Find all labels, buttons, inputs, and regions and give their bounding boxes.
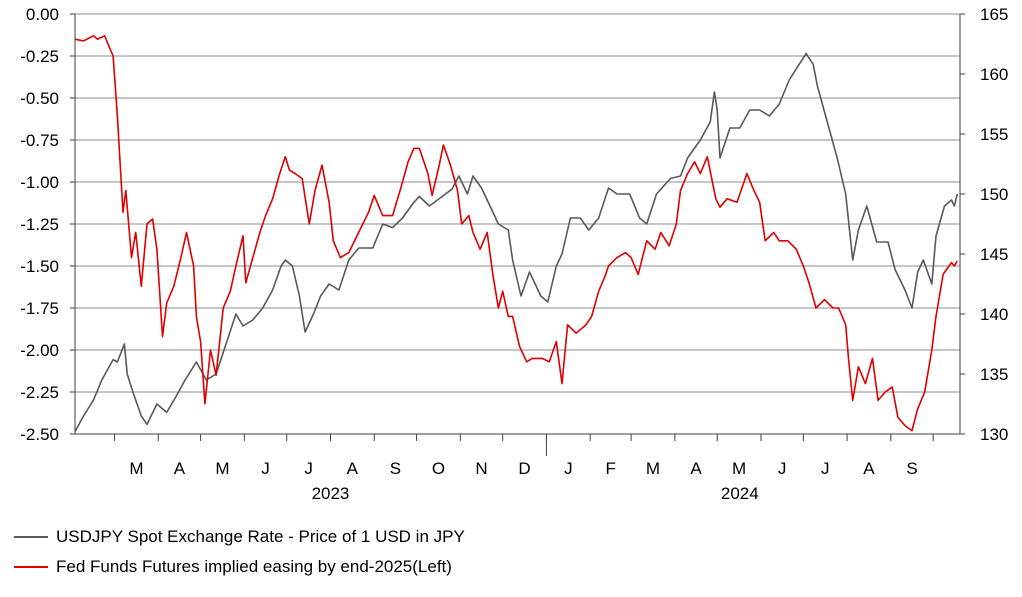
x-month-label: J bbox=[821, 459, 830, 478]
left-tick-label: -2.25 bbox=[20, 383, 59, 402]
left-tick-label: -0.50 bbox=[20, 89, 59, 108]
left-tick-label: -0.75 bbox=[20, 131, 59, 150]
left-tick-label: -1.25 bbox=[20, 215, 59, 234]
right-tick-label: 140 bbox=[980, 305, 1008, 324]
left-tick-label: -1.00 bbox=[20, 173, 59, 192]
x-month-label: M bbox=[215, 459, 229, 478]
left-tick-label: -0.25 bbox=[20, 47, 59, 66]
x-month-label: J bbox=[304, 459, 313, 478]
legend-label-usdjpy: USDJPY Spot Exchange Rate - Price of 1 U… bbox=[56, 527, 465, 546]
x-month-label: J bbox=[261, 459, 270, 478]
legend-item-fed-funds: Fed Funds Futures implied easing by end-… bbox=[14, 552, 465, 582]
x-month-label: N bbox=[475, 459, 487, 478]
x-month-label: M bbox=[646, 459, 660, 478]
x-year-label: 2024 bbox=[721, 484, 759, 503]
legend-label-fed-funds: Fed Funds Futures implied easing by end-… bbox=[56, 557, 452, 576]
legend: USDJPY Spot Exchange Rate - Price of 1 U… bbox=[14, 522, 465, 582]
x-month-label: D bbox=[518, 459, 530, 478]
x-month-label: A bbox=[690, 459, 702, 478]
x-month-label: J bbox=[778, 459, 787, 478]
legend-item-usdjpy: USDJPY Spot Exchange Rate - Price of 1 U… bbox=[14, 522, 465, 552]
series-line-usdjpy bbox=[74, 52, 958, 432]
left-tick-label: -2.00 bbox=[20, 341, 59, 360]
x-month-label: A bbox=[347, 459, 359, 478]
x-month-label: S bbox=[906, 459, 917, 478]
series-line-fed-funds bbox=[74, 34, 958, 432]
legend-swatch-fed-funds bbox=[14, 566, 48, 568]
right-tick-label: 150 bbox=[980, 185, 1008, 204]
left-tick-label: -2.50 bbox=[20, 425, 59, 444]
right-tick-label: 145 bbox=[980, 245, 1008, 264]
x-month-label: O bbox=[432, 459, 445, 478]
line-chart: 0.00 -0.25 -0.50 -0.75 -1.00 -1.25 -1.50 -1.75 -… bbox=[20, 5, 1008, 503]
left-tick-label: 0.00 bbox=[26, 5, 59, 24]
x-month-label: S bbox=[390, 459, 401, 478]
right-tick-label: 155 bbox=[980, 125, 1008, 144]
x-year-label: 2023 bbox=[312, 484, 350, 503]
x-month-label: F bbox=[605, 459, 615, 478]
right-tick-label: 165 bbox=[980, 5, 1008, 24]
x-month-label: A bbox=[174, 459, 186, 478]
legend-swatch-usdjpy bbox=[14, 536, 48, 538]
x-month-label: J bbox=[564, 459, 573, 478]
left-tick-label: -1.75 bbox=[20, 299, 59, 318]
x-month-label: M bbox=[732, 459, 746, 478]
right-tick-label: 130 bbox=[980, 425, 1008, 444]
x-month-label: A bbox=[863, 459, 875, 478]
right-tick-label: 135 bbox=[980, 365, 1008, 384]
left-tick-label: -1.50 bbox=[20, 257, 59, 276]
x-month-label: M bbox=[129, 459, 143, 478]
right-tick-label: 160 bbox=[980, 65, 1008, 84]
